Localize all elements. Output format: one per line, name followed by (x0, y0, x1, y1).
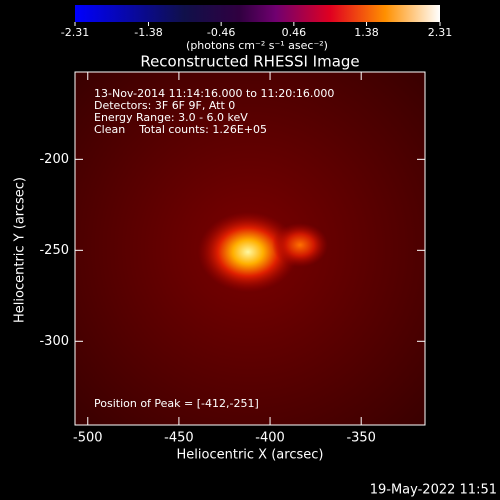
colorbar-tick-label: -1.38 (134, 26, 162, 39)
colorbar-tick-label: -0.46 (207, 26, 235, 39)
colorbar-tick-label: 1.38 (354, 26, 379, 39)
colorbar-tick-label: -2.31 (61, 26, 89, 39)
colorbar-tick-label: 0.46 (282, 26, 307, 39)
x-axis-label: Heliocentric X (arcsec) (177, 448, 324, 463)
colorbar-label: (photons cm⁻² s⁻¹ asec⁻²) (186, 39, 328, 52)
y-axis-label: Heliocentric Y (arcsec) (13, 177, 28, 323)
footer: 19-May-2022 11:51 (370, 483, 497, 498)
x-tick-label: -450 (164, 431, 194, 446)
peak-label: Position of Peak = [-412,-251] (94, 397, 259, 410)
source (272, 223, 328, 267)
plot-frame (74, 71, 426, 426)
y-tick-label: -200 (39, 152, 69, 167)
y-tick-label: -250 (39, 243, 69, 258)
x-tick-label: -400 (255, 431, 285, 446)
info-line: Clean Total counts: 1.26E+05 (94, 123, 267, 136)
colorbar (75, 5, 440, 22)
y-tick-label: -300 (39, 334, 69, 349)
x-tick-label: -500 (73, 431, 103, 446)
source (198, 212, 298, 292)
info-line: Detectors: 3F 6F 9F, Att 0 (94, 99, 235, 112)
chart-title: Reconstructed RHESSI Image (140, 53, 359, 71)
x-tick-label: -350 (346, 431, 376, 446)
info-line: 13-Nov-2014 11:14:16.000 to 11:20:16.000 (94, 87, 334, 100)
info-line: Energy Range: 3.0 - 6.0 keV (94, 111, 248, 124)
colorbar-tick-label: 2.31 (428, 26, 453, 39)
